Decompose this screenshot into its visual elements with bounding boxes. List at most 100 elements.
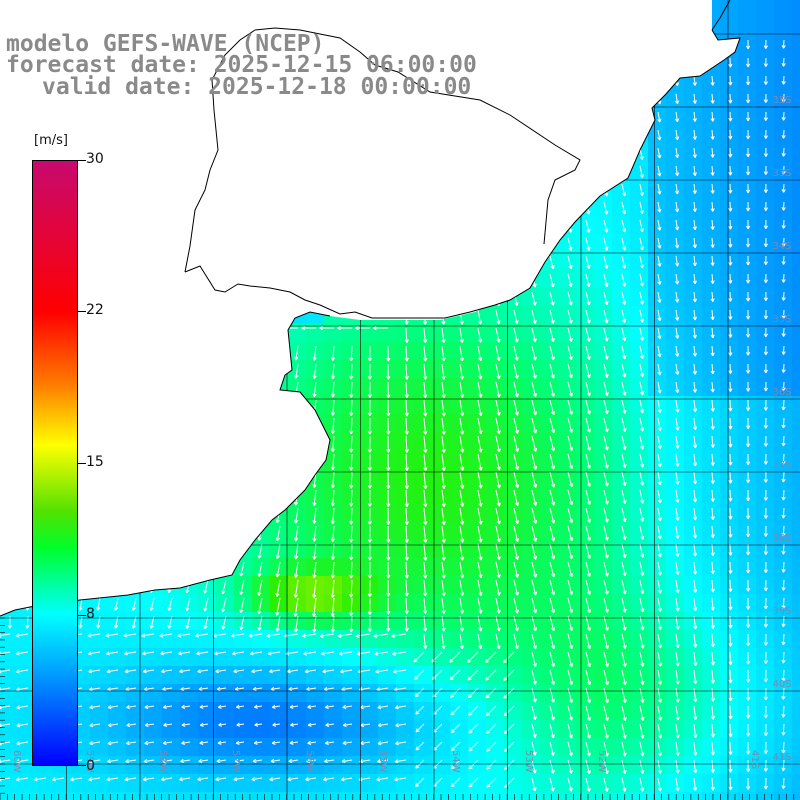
wind-arrow [513,471,520,489]
wind-speed-cell [522,396,541,415]
wind-speed-cell [630,738,649,757]
wind-speed-cell [720,360,739,379]
wind-arrow [710,417,715,430]
wind-arrow [728,201,733,212]
wind-speed-cell [612,234,631,253]
wind-speed-cell [648,450,667,469]
wind-speed-cell [432,468,451,487]
wind-arrow [657,453,662,468]
wind-speed-cell [738,0,757,19]
wind-arrow [275,597,281,616]
wind-arrow [567,579,574,596]
wind-speed-cell [666,270,685,289]
wind-arrow [467,669,479,681]
wind-arrow [404,489,409,508]
wind-speed-cell [576,648,595,667]
wind-speed-cell [108,702,127,721]
wind-arrow [710,705,716,720]
wind-arrow [657,255,662,267]
wind-speed-cell [612,342,631,361]
wind-arrow [675,399,680,413]
wind-arrow [585,543,592,559]
wind-speed-cell [432,630,451,649]
wind-arrow [395,723,407,728]
wind-arrow [423,525,428,543]
wind-arrow [692,435,698,449]
wind-arrow [106,777,119,782]
wind-arrow [603,669,610,686]
wind-speed-cell [648,774,667,793]
wind-speed-cell [738,180,757,199]
wind-arrow [763,237,768,247]
wind-speed-cell [720,342,739,361]
wind-arrow [495,615,501,632]
wind-arrow [692,75,697,86]
wind-arrow [549,309,555,324]
wind-speed-cell [792,432,800,451]
wind-speed-cell [684,270,703,289]
wind-speed-cell [504,612,523,631]
wind-speed-cell [720,306,739,325]
wind-speed-cell [558,270,577,289]
colorbar-tick-8: 8 [86,606,95,622]
wind-speed-cell [414,738,433,757]
wind-speed-cell [720,414,739,433]
wind-arrow [763,651,768,664]
wind-arrow [131,597,137,611]
wind-speed-cell [684,756,703,775]
wind-speed-cell [180,684,199,703]
wind-arrow [728,291,733,302]
wind-arrow [585,327,591,342]
wind-speed-cell [702,180,721,199]
wind-speed-cell [756,666,775,685]
wind-arrow [621,291,627,305]
wind-speed-cell [576,666,595,685]
lon-label: 59W [84,750,95,773]
wind-speed-cell [342,666,361,685]
wind-arrow [513,561,520,578]
wind-arrow [373,325,388,331]
wind-speed-cell [594,684,613,703]
wind-speed-cell [468,360,487,379]
wind-speed-cell [684,630,703,649]
wind-speed-cell [486,378,505,397]
coastline-south [0,311,331,617]
wind-speed-cell [540,540,559,559]
wind-arrow [763,579,768,592]
lat-label: 34S [772,241,791,252]
wind-speed-cell [378,612,397,631]
wind-arrow [585,363,591,379]
wind-arrow [657,111,662,123]
wind-arrow [603,579,609,595]
wind-arrow [728,489,733,502]
wind-speed-cell [612,378,631,397]
wind-arrow [252,686,263,692]
wind-speed-cell [792,576,800,595]
wind-arrow [124,777,137,782]
wind-arrow [142,651,155,656]
wind-speed-cell [612,720,631,739]
wind-speed-cell [234,666,253,685]
wind-arrow [781,435,786,447]
wind-arrow [330,399,335,416]
wind-speed-cell [270,684,289,703]
wind-speed-cell [612,648,631,667]
wind-speed-cell [234,648,253,667]
wind-arrow [710,687,716,702]
wind-speed-cell [486,306,505,325]
wind-speed-cell [576,288,595,307]
wind-speed-cell [414,324,433,343]
wind-arrow [603,507,609,523]
wind-arrow [306,758,317,764]
wind-arrow [621,201,627,215]
wind-speed-cell [648,396,667,415]
wind-speed-cell [648,378,667,397]
wind-arrow [603,651,610,668]
wind-arrow [675,291,680,303]
wind-arrow [763,597,768,610]
wind-arrow [477,327,483,343]
wind-arrow [15,669,29,674]
wind-arrow [763,57,768,67]
wind-arrow [531,651,537,667]
wind-arrow [349,453,354,471]
